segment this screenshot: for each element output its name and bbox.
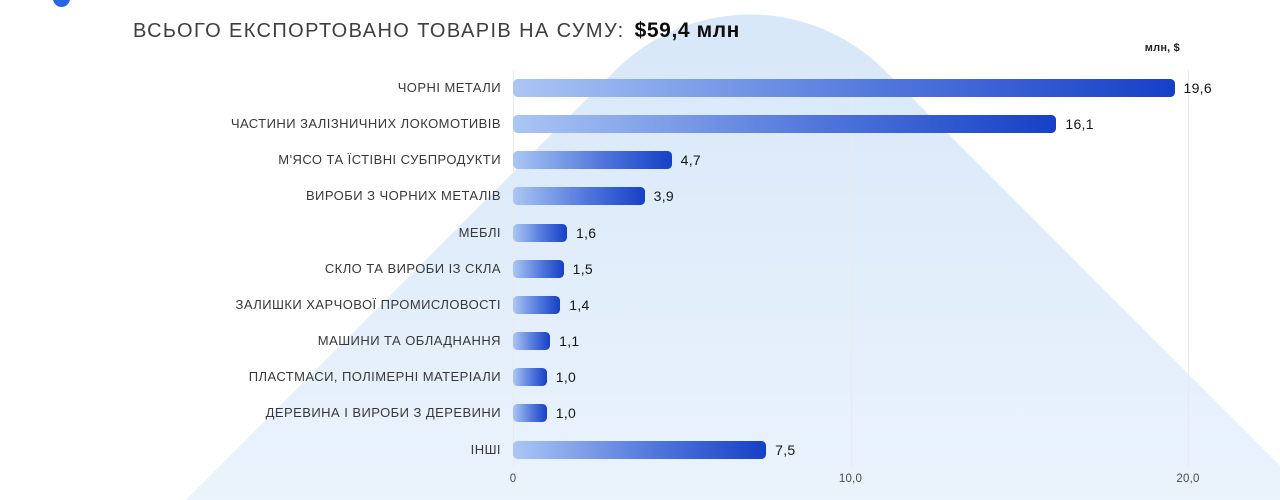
value-label: 1,1 — [559, 333, 580, 350]
category-label: МЕБЛІ — [458, 224, 501, 240]
value-label: 16,1 — [1065, 116, 1094, 133]
bar-row: МАШИНИ ТА ОБЛАДНАННЯ 1,1 — [0, 332, 1280, 351]
bar — [513, 79, 1175, 97]
bar — [513, 151, 672, 170]
bar-rows-layer: ЧОРНІ МЕТАЛИ 19,6 ЧАСТИНИ ЗАЛІЗНИЧНИХ ЛОКО… — [0, 70, 1280, 470]
value-label: 7,5 — [775, 441, 796, 458]
gridline — [850, 70, 852, 467]
category-label: ЗАЛИШКИ ХАРЧОВОЇ ПРОМИСЛОВОСТІ — [235, 296, 501, 312]
value-label: 1,0 — [555, 369, 577, 386]
chart-title-text: ВСЬОГО ЕКСПОРТОВАНО ТОВАРІВ НА СУМУ: — [133, 20, 625, 42]
bar-row: ЧОРНІ МЕТАЛИ 19,6 — [0, 79, 1280, 97]
bar-row: СКЛО ТА ВИРОБИ ІЗ СКЛА 1,5 — [0, 259, 1280, 278]
value-label: 1,5 — [572, 260, 593, 277]
bar-row: МЕБЛІ 1,6 — [0, 223, 1280, 242]
bar — [513, 295, 561, 314]
bar-row: ДЕРЕВИНА І ВИРОБИ З ДЕРЕВИНИ 1,0 — [0, 404, 1280, 423]
bar — [513, 223, 567, 242]
chart-title-total-value: $59,4 млн — [634, 19, 740, 42]
value-label: 3,9 — [653, 188, 674, 205]
category-label: ЧОРНІ МЕТАЛИ — [397, 80, 501, 95]
bar-row: ЗАЛИШКИ ХАРЧОВОЇ ПРОМИСЛОВОСТІ 1,4 — [0, 295, 1280, 314]
x-axis-tick-label: 20,0 — [1176, 473, 1200, 485]
value-label: 1,4 — [569, 296, 590, 313]
bar — [513, 440, 767, 459]
value-label: 1,6 — [576, 224, 597, 241]
gridline — [1188, 70, 1189, 467]
value-label: 19,6 — [1183, 80, 1212, 96]
bar — [513, 115, 1057, 134]
value-label: 4,7 — [680, 152, 701, 169]
x-axis-tick-label: 10,0 — [838, 473, 863, 485]
bar-row: М'ЯСО ТА ЇСТІВНІ СУБПРОДУКТИ 4,7 — [0, 151, 1280, 170]
category-label: ДЕРЕВИНА І ВИРОБИ З ДЕРЕВИНИ — [265, 405, 501, 421]
category-label: ВИРОБИ З ЧОРНИХ МЕТАЛІВ — [305, 188, 501, 204]
category-label: М'ЯСО ТА ЇСТІВНІ СУБПРОДУКТИ — [278, 152, 501, 168]
category-label: МАШИНИ ТА ОБЛАДНАННЯ — [317, 333, 501, 349]
category-label: ІНШІ — [470, 441, 501, 457]
decorative-dot — [53, 0, 70, 7]
bar — [513, 187, 645, 206]
x-axis-tick-label: 0 — [509, 473, 517, 485]
value-label: 1,0 — [555, 405, 577, 422]
bar — [513, 404, 547, 423]
category-label: ПЛАСТМАСИ, ПОЛІМЕРНІ МАТЕРІАЛИ — [248, 369, 501, 385]
category-label: ЧАСТИНИ ЗАЛІЗНИЧНИХ ЛОКОМОТИВІВ — [230, 116, 501, 132]
bar-row: ВИРОБИ З ЧОРНИХ МЕТАЛІВ 3,9 — [0, 187, 1280, 206]
bar-row: ІНШІ 7,5 — [0, 440, 1280, 459]
bar-row: ПЛАСТМАСИ, ПОЛІМЕРНІ МАТЕРІАЛИ 1,0 — [0, 368, 1280, 387]
bar — [513, 332, 551, 351]
category-label: СКЛО ТА ВИРОБИ ІЗ СКЛА — [324, 260, 501, 276]
chart-title: ВСЬОГО ЕКСПОРТОВАНО ТОВАРІВ НА СУМУ: $59,… — [133, 19, 740, 43]
bar — [513, 259, 564, 278]
bar-row: ЧАСТИНИ ЗАЛІЗНИЧНИХ ЛОКОМОТИВІВ 16,1 — [0, 115, 1280, 134]
axis-unit-label: млн, $ — [1144, 42, 1180, 54]
bar — [513, 368, 547, 387]
